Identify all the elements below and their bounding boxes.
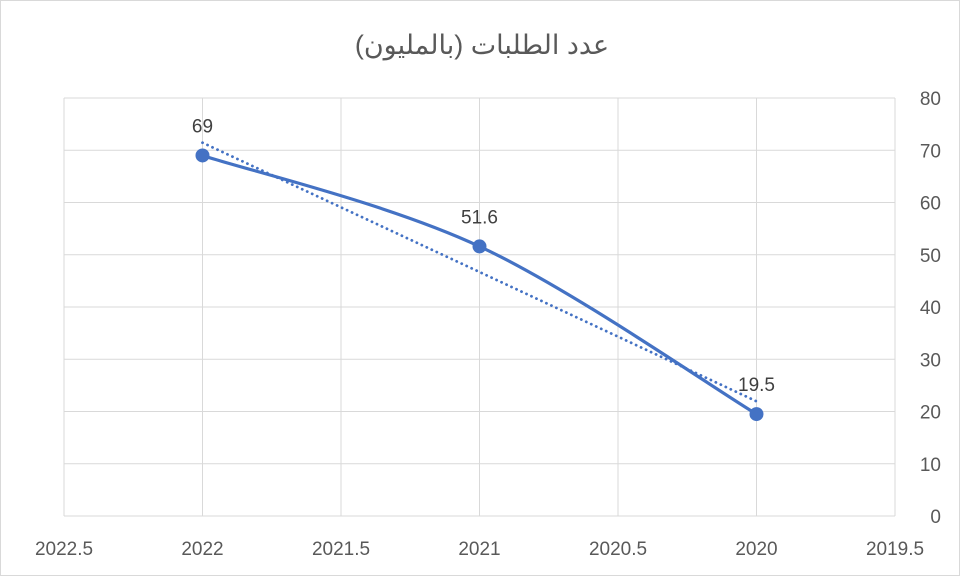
series bbox=[195, 148, 764, 422]
y-tick-label-6: 60 bbox=[920, 194, 941, 215]
gridlines bbox=[63, 97, 896, 517]
data-point-1 bbox=[472, 239, 487, 254]
data-point-0 bbox=[195, 148, 210, 163]
y-axis-tick-labels: 0 10 20 30 40 50 60 70 80 bbox=[920, 89, 941, 528]
x-axis-tick-labels: 2022.5 2022 2021.5 2021 2020.5 2020 2019.5 bbox=[35, 539, 924, 560]
y-tick-label-4: 40 bbox=[920, 298, 941, 319]
x-tick-label-4: 2020.5 bbox=[589, 539, 647, 560]
data-label-2: 19.5 bbox=[738, 375, 775, 396]
y-tick-label-0: 0 bbox=[930, 507, 941, 528]
x-tick-label-3: 2021 bbox=[458, 539, 500, 560]
data-labels: 69 51.6 19.5 bbox=[192, 116, 775, 396]
y-tick-label-2: 20 bbox=[920, 403, 941, 424]
data-point-2 bbox=[749, 407, 764, 422]
x-tick-label-0: 2022.5 bbox=[35, 539, 93, 560]
y-tick-label-8: 80 bbox=[920, 89, 941, 110]
x-tick-label-5: 2020 bbox=[735, 539, 777, 560]
data-label-1: 51.6 bbox=[461, 207, 498, 228]
chart-title: عدد الطلبات (بالمليون) bbox=[355, 30, 609, 61]
y-tick-label-7: 70 bbox=[920, 141, 941, 162]
y-tick-label-5: 50 bbox=[920, 246, 941, 267]
y-tick-label-1: 10 bbox=[920, 455, 941, 476]
x-tick-label-1: 2022 bbox=[181, 539, 223, 560]
x-tick-label-2: 2021.5 bbox=[312, 539, 370, 560]
x-tick-label-6: 2019.5 bbox=[866, 539, 924, 560]
data-label-0: 69 bbox=[192, 116, 213, 137]
y-tick-label-3: 30 bbox=[920, 350, 941, 371]
